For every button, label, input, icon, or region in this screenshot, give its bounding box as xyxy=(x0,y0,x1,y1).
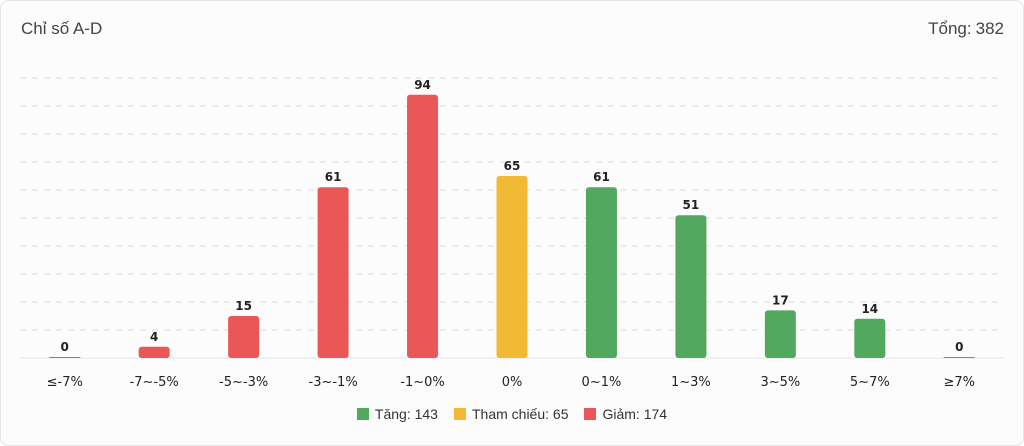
bar[interactable] xyxy=(228,316,260,358)
legend-item[interactable]: Tăng: 143 xyxy=(356,406,438,422)
bar[interactable] xyxy=(764,310,796,358)
bar[interactable] xyxy=(675,215,707,358)
x-tick-label: ≥7% xyxy=(944,375,976,390)
bar-value-label: 15 xyxy=(235,299,252,313)
x-tick-label: -7~-5% xyxy=(130,375,179,390)
legend-label: Tăng: 143 xyxy=(374,406,438,422)
x-tick-label: 0~1% xyxy=(582,375,622,390)
bar[interactable] xyxy=(496,176,528,358)
x-tick-label: -3~-1% xyxy=(309,375,358,390)
legend-item[interactable]: Tham chiếu: 65 xyxy=(453,406,569,422)
chart-legend: Tăng: 143 Tham chiếu: 65 Giảm: 174 xyxy=(0,406,1024,422)
x-tick-label: 0% xyxy=(502,375,523,390)
bar[interactable] xyxy=(854,318,886,358)
bar-value-label: 51 xyxy=(683,198,700,212)
bar[interactable] xyxy=(317,187,349,358)
bar[interactable] xyxy=(943,357,975,358)
legend-item[interactable]: Giảm: 174 xyxy=(584,406,667,422)
bar-value-label: 0 xyxy=(61,340,69,354)
x-tick-label: 1~3% xyxy=(671,375,711,390)
bar[interactable] xyxy=(407,94,439,359)
x-tick-label: ≤-7% xyxy=(47,375,83,390)
x-tick-label: 5~7% xyxy=(850,375,890,390)
bar-value-label: 17 xyxy=(772,293,789,307)
legend-label: Tham chiếu: 65 xyxy=(471,406,569,422)
bar-value-label: 61 xyxy=(325,170,342,184)
legend-swatch xyxy=(584,408,597,420)
bar[interactable] xyxy=(138,346,170,358)
bar[interactable] xyxy=(585,187,617,358)
x-tick-label: -5~-3% xyxy=(219,375,268,390)
total-label: Tổng: xyxy=(928,19,972,38)
bar-value-label: 65 xyxy=(504,159,521,173)
bar[interactable] xyxy=(49,357,81,358)
bar-value-label: 0 xyxy=(955,340,963,354)
legend-swatch xyxy=(356,408,369,420)
total-count: Tổng: 382 xyxy=(928,19,1004,39)
bar-value-label: 14 xyxy=(861,302,878,316)
chart-title: Chỉ số A-D xyxy=(21,19,103,38)
x-tick-label: -1~0% xyxy=(400,375,444,390)
legend-label: Giảm: 174 xyxy=(602,406,668,422)
bar-value-label: 94 xyxy=(414,78,431,92)
bar-value-label: 61 xyxy=(593,170,610,184)
legend-swatch xyxy=(453,408,466,420)
total-value: 382 xyxy=(975,19,1004,38)
x-tick-label: 3~5% xyxy=(760,375,800,390)
bar-value-label: 4 xyxy=(150,330,158,344)
